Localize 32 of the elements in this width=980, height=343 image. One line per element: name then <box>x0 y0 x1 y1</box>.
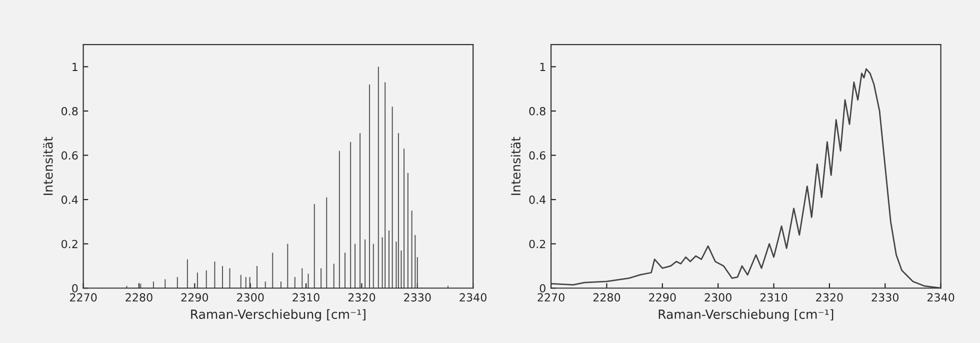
y-tick-label: 0.4 <box>529 196 546 204</box>
y-tick-label: 0.6 <box>529 151 546 160</box>
y-tick-label: 0.2 <box>529 240 546 248</box>
x-tick-label: 2320 <box>348 293 376 302</box>
y-tick-label: 0.6 <box>62 151 78 160</box>
y-tick-label: 1 <box>540 62 546 71</box>
x-tick-label: 2300 <box>704 293 732 302</box>
x-tick-label: 2310 <box>292 293 320 302</box>
y-axis-title: Intensität <box>43 136 53 195</box>
x-axis-title: Raman-Verschiebung [cm⁻¹] <box>191 309 366 322</box>
x-tick-label: 2290 <box>649 293 676 302</box>
y-axis-title: Intensität <box>510 136 521 195</box>
x-tick-label: 2310 <box>760 293 788 302</box>
y-tick-label: 0.2 <box>62 240 78 248</box>
y-tick-label: 0.8 <box>62 106 78 116</box>
x-tick-label: 2270 <box>70 293 97 302</box>
x-axis-title: Raman-Verschiebung [cm⁻¹] <box>658 309 834 322</box>
y-tick-label: 0 <box>540 284 546 292</box>
x-tick-label: 2280 <box>593 293 620 302</box>
x-tick-label: 2290 <box>181 293 208 302</box>
y-tick-label: 0 <box>72 284 78 292</box>
y-tick-label: 0.8 <box>529 106 546 116</box>
y-tick-label: 0.4 <box>62 196 78 204</box>
x-tick-label: 2340 <box>927 293 954 302</box>
x-tick-label: 2330 <box>872 293 899 302</box>
x-tick-label: 2320 <box>816 293 843 302</box>
x-tick-label: 2300 <box>237 293 264 302</box>
x-tick-label: 2270 <box>538 293 564 302</box>
x-tick-label: 2280 <box>126 293 152 302</box>
x-tick-label: 2330 <box>404 293 431 302</box>
y-tick-label: 1 <box>72 62 78 71</box>
x-tick-label: 2340 <box>460 293 486 302</box>
